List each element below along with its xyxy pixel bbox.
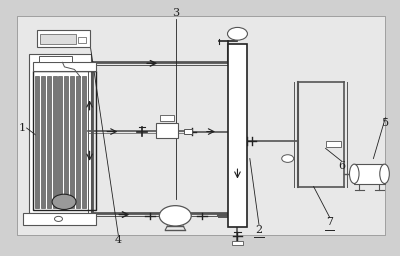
Bar	[23, 213, 96, 225]
Bar	[228, 44, 247, 227]
Bar	[36, 30, 90, 47]
Bar	[64, 76, 68, 208]
Text: 4: 4	[115, 235, 122, 245]
Text: 7: 7	[326, 217, 333, 227]
Text: 2: 2	[256, 225, 262, 235]
Bar	[156, 123, 178, 138]
Circle shape	[282, 155, 294, 162]
Bar	[76, 76, 80, 208]
Bar	[29, 54, 91, 213]
Text: 5: 5	[382, 118, 389, 128]
Bar	[78, 37, 86, 43]
Bar	[17, 16, 385, 235]
Bar	[160, 115, 174, 121]
Bar	[38, 56, 72, 62]
Bar	[46, 76, 50, 208]
Bar	[32, 71, 96, 210]
Ellipse shape	[380, 164, 389, 184]
Circle shape	[159, 206, 191, 226]
Bar	[354, 164, 384, 184]
Bar	[40, 76, 44, 208]
Bar	[326, 142, 341, 147]
Bar	[70, 76, 74, 208]
Bar	[58, 76, 62, 208]
Bar	[34, 76, 38, 208]
Text: 1: 1	[19, 123, 26, 133]
Bar	[40, 34, 76, 45]
Text: 6: 6	[338, 161, 345, 171]
Text: 3: 3	[172, 8, 180, 18]
Ellipse shape	[350, 164, 359, 184]
Bar	[232, 241, 243, 245]
Bar	[32, 62, 96, 71]
Bar	[52, 76, 56, 208]
Circle shape	[228, 27, 248, 40]
Bar	[184, 129, 192, 134]
Bar	[82, 76, 86, 208]
Circle shape	[54, 216, 62, 221]
Circle shape	[52, 194, 76, 209]
